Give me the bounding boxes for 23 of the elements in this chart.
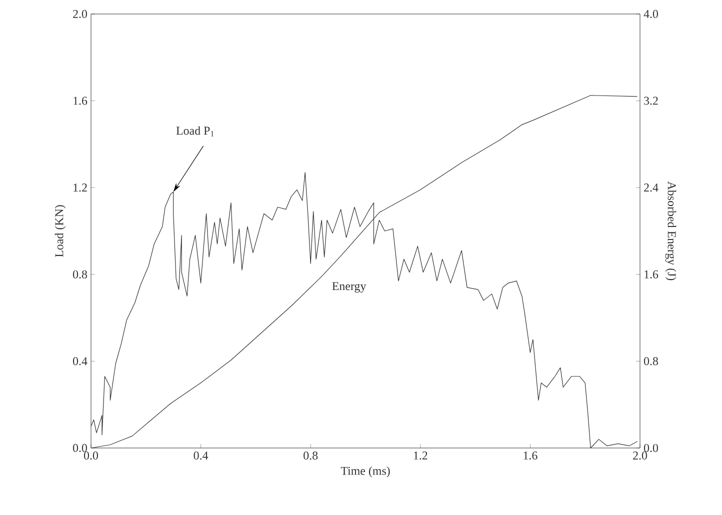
y2-tick-label: 1.6 xyxy=(644,270,658,278)
x-tick-label: 1.6 xyxy=(524,452,538,460)
y-tick-label: 0.4 xyxy=(72,357,88,366)
x-axis-title: Time (ms) xyxy=(340,466,390,478)
y2-tick-label: 4.0 xyxy=(644,10,658,18)
y2-tick-label: 3.2 xyxy=(644,96,658,105)
x-tick-label: 0.8 xyxy=(304,452,318,460)
y2-tick-label: 0.8 xyxy=(644,357,658,366)
y-tick-label: 1.2 xyxy=(74,184,87,192)
x-tick-label: 1.2 xyxy=(414,452,428,460)
y2-tick-label: 0.0 xyxy=(644,444,658,452)
y-tick-label: 0.8 xyxy=(72,270,88,278)
y-tick-label: 1.6 xyxy=(74,96,88,105)
x-tick-label: 0.0 xyxy=(84,452,98,460)
y-tick-label: 2.0 xyxy=(73,10,88,18)
y2-axis-title: Absorbed Energy (J) xyxy=(665,181,676,280)
y-axis-title: Load (KN) xyxy=(54,205,66,258)
x-tick-label: 0.4 xyxy=(194,452,208,460)
y-tick-label: 0.0 xyxy=(72,444,88,452)
y2-tick-label: 2.4 xyxy=(644,184,658,192)
annotation: Load P$_{1}$ xyxy=(176,126,214,136)
x-tick-label: 2.0 xyxy=(633,452,648,460)
annotation: Energy xyxy=(332,282,366,293)
